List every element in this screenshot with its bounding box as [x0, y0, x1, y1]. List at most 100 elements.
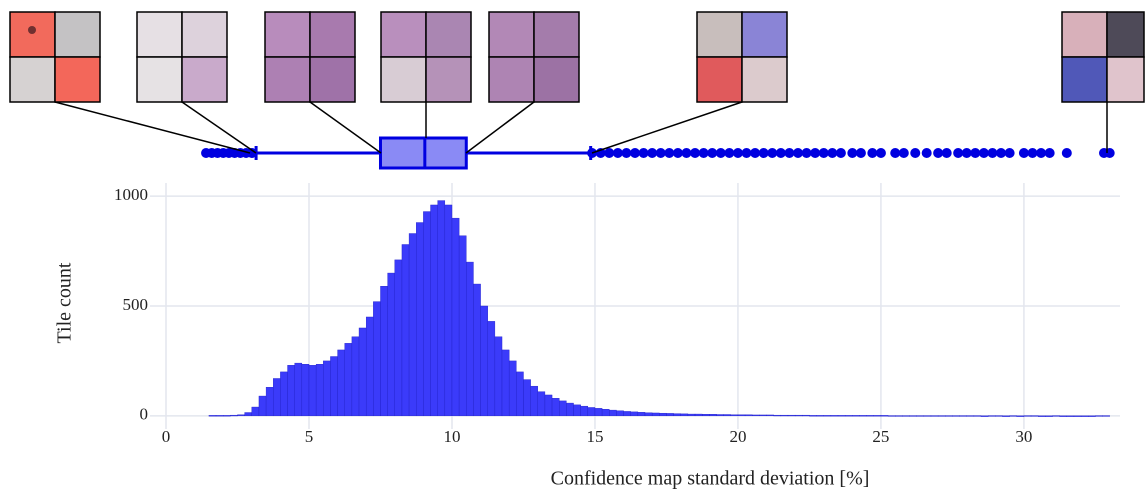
y-tick-label: 0 — [140, 405, 149, 424]
bar — [1016, 415, 1025, 417]
bar — [909, 415, 917, 417]
bar — [780, 414, 789, 417]
bar — [430, 204, 438, 417]
bar — [1088, 415, 1096, 417]
bar — [659, 412, 667, 417]
bar — [380, 286, 388, 417]
x-tick-label: 30 — [1015, 427, 1032, 446]
outlier — [987, 148, 998, 158]
bar — [773, 414, 782, 417]
thumbnail-group — [136, 11, 228, 103]
bar — [787, 414, 796, 417]
outlier — [890, 148, 901, 158]
outlier — [827, 148, 838, 158]
bar — [859, 415, 867, 417]
x-tick-label: 0 — [162, 427, 171, 446]
bar — [687, 413, 696, 417]
bar — [265, 387, 274, 417]
bar — [237, 414, 245, 417]
bar — [880, 415, 889, 417]
outlier — [961, 148, 972, 158]
bar — [373, 301, 381, 417]
bar — [809, 415, 817, 417]
bar — [844, 415, 853, 417]
bar — [280, 371, 288, 417]
outlier — [978, 148, 989, 158]
bar — [566, 402, 574, 417]
bar — [408, 233, 417, 417]
outlier — [855, 148, 866, 158]
bar — [501, 349, 510, 417]
bar — [680, 413, 689, 417]
x-tick-label: 15 — [586, 427, 603, 446]
bar — [559, 400, 567, 417]
bar — [1095, 415, 1103, 417]
bar — [945, 415, 953, 417]
x-tick-label: 10 — [443, 427, 460, 446]
outlier — [933, 148, 944, 158]
bar — [973, 415, 982, 417]
bar — [387, 272, 395, 417]
thumbnail-group — [488, 11, 580, 103]
bar — [916, 415, 925, 417]
bar — [609, 409, 617, 417]
bar — [959, 415, 967, 417]
bar — [394, 259, 403, 417]
bar — [1059, 415, 1068, 417]
outlier — [1044, 148, 1055, 158]
outlier — [910, 148, 921, 158]
outlier — [758, 148, 769, 158]
bar — [630, 411, 639, 417]
outlier — [941, 148, 952, 158]
outlier — [246, 148, 257, 158]
bar — [480, 305, 488, 417]
outlier — [690, 148, 701, 158]
bar — [1080, 415, 1089, 417]
bar — [601, 409, 610, 417]
bar — [516, 371, 524, 417]
bar — [487, 321, 496, 417]
outlier — [835, 148, 846, 158]
bar — [423, 211, 431, 417]
bar — [573, 404, 581, 417]
outlier — [793, 148, 804, 158]
outlier — [638, 148, 649, 158]
thumbnail-group — [380, 11, 472, 103]
bar — [987, 415, 996, 417]
bar — [723, 414, 731, 417]
bar — [537, 391, 546, 417]
bar — [966, 415, 975, 417]
bar — [1102, 415, 1110, 417]
bar — [530, 385, 538, 417]
bar — [294, 362, 303, 417]
outlier — [898, 148, 909, 158]
bar — [673, 413, 681, 417]
bar — [616, 410, 624, 417]
bar — [544, 394, 553, 417]
bar — [215, 415, 224, 417]
bar — [1066, 415, 1075, 417]
bar — [709, 414, 717, 417]
outlier — [1104, 148, 1115, 158]
outlier — [655, 148, 666, 158]
outlier — [1018, 148, 1029, 158]
outlier — [664, 148, 675, 158]
x-tick-label: 5 — [305, 427, 314, 446]
bar — [223, 415, 231, 417]
bar — [623, 411, 631, 417]
outlier — [784, 148, 795, 158]
outlier — [847, 148, 858, 158]
bar — [301, 364, 310, 417]
bar — [466, 261, 474, 417]
bar — [937, 415, 946, 417]
bar — [1030, 415, 1039, 417]
bar — [759, 414, 767, 417]
x-tick-label: 20 — [729, 427, 746, 446]
outlier — [630, 148, 640, 158]
outlier — [996, 148, 1007, 158]
outlier — [767, 148, 778, 158]
y-tick-label: 1000 — [114, 185, 148, 204]
bar — [852, 415, 860, 417]
outlier — [775, 148, 786, 158]
